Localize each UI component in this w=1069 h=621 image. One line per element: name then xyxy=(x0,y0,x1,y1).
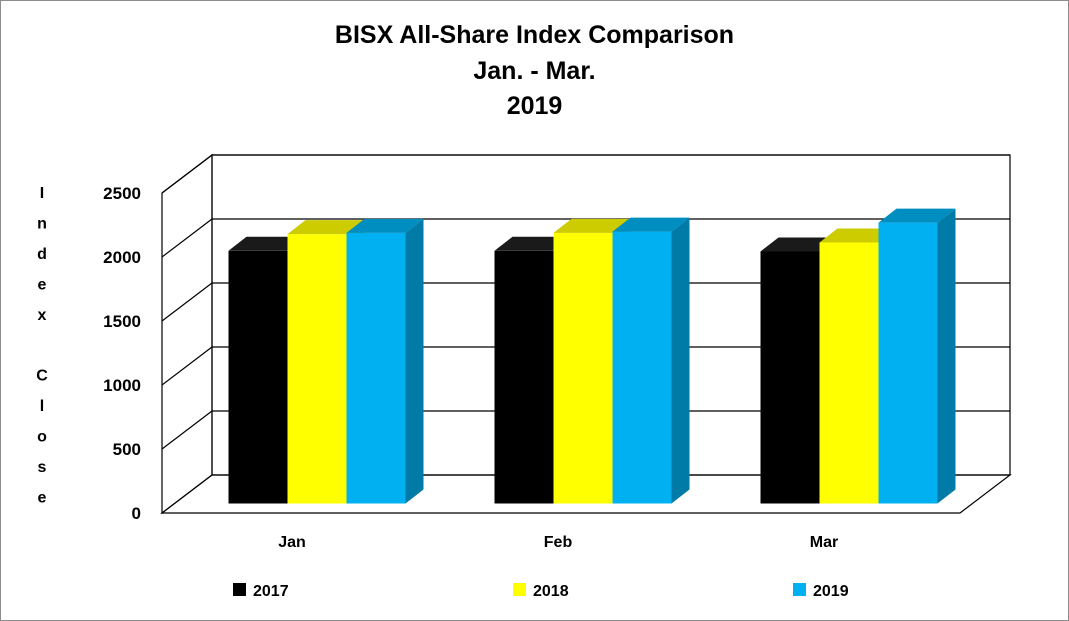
bar xyxy=(346,218,424,504)
bars xyxy=(228,208,956,504)
legend: 2017 2018 2019 xyxy=(233,583,849,600)
bar-side xyxy=(937,208,956,504)
bar-top xyxy=(494,236,572,251)
bar-top xyxy=(878,208,956,223)
bar-front xyxy=(494,250,554,504)
bar-top xyxy=(760,237,838,252)
y-axis-label-char: x xyxy=(38,307,47,324)
y-tick-label: 1000 xyxy=(103,376,141,395)
bar-front xyxy=(228,250,288,504)
gridline-side xyxy=(161,154,213,194)
y-axis-label-char: e xyxy=(38,277,47,294)
bar-top xyxy=(819,228,897,243)
y-axis-label-char: o xyxy=(37,429,47,446)
y-axis-label-char: C xyxy=(36,368,48,385)
legend-swatch xyxy=(233,583,246,596)
y-axis-label-char: s xyxy=(38,459,47,476)
bar-top xyxy=(553,218,631,233)
bar-side xyxy=(405,218,424,504)
bar xyxy=(612,217,690,504)
legend-label: 2017 xyxy=(253,583,289,600)
legend-swatch xyxy=(513,583,526,596)
legend-swatch xyxy=(793,583,806,596)
bar-top xyxy=(346,218,424,233)
bar-top xyxy=(228,236,306,251)
x-tick-label: Mar xyxy=(810,534,838,551)
y-tick-label: 0 xyxy=(132,504,141,523)
bar xyxy=(819,228,897,504)
y-tick-label: 1500 xyxy=(103,312,141,331)
x-tick-label: Feb xyxy=(544,534,573,551)
gridline-side xyxy=(161,218,213,258)
bar-front xyxy=(878,222,938,504)
bar xyxy=(878,208,956,504)
bar-top xyxy=(612,217,690,232)
y-tick-label: 2500 xyxy=(103,184,141,203)
legend-label: 2019 xyxy=(813,583,849,600)
y-tick-label: 2000 xyxy=(103,248,141,267)
bar-front xyxy=(612,231,672,504)
bar-front xyxy=(553,232,613,504)
gridline-side xyxy=(161,410,213,450)
floor xyxy=(160,474,1012,514)
bar-front xyxy=(819,242,879,504)
legend-label: 2018 xyxy=(533,583,569,600)
bar-front xyxy=(287,234,347,504)
y-axis-label-char: l xyxy=(40,398,44,415)
y-axis-label-char: d xyxy=(37,246,47,263)
y-axis-label-char: e xyxy=(38,490,47,507)
y-axis-label-char: n xyxy=(37,216,47,233)
bar-front xyxy=(346,232,406,504)
bar-front xyxy=(760,251,820,504)
x-tick-label: Jan xyxy=(278,534,306,551)
side-wall xyxy=(161,153,213,515)
gridline-side xyxy=(161,282,213,322)
chart-title-line-2: Jan. - Mar. xyxy=(473,57,596,85)
gridline-side xyxy=(161,346,213,386)
bar-side xyxy=(671,217,690,504)
y-tick-label: 500 xyxy=(113,440,141,459)
chart-title-line-3: 2019 xyxy=(506,92,563,120)
y-axis-label-char: I xyxy=(40,185,44,202)
chart-title-line-1: BISX All-Share Index Comparison xyxy=(334,21,735,49)
bar-top xyxy=(287,220,365,235)
